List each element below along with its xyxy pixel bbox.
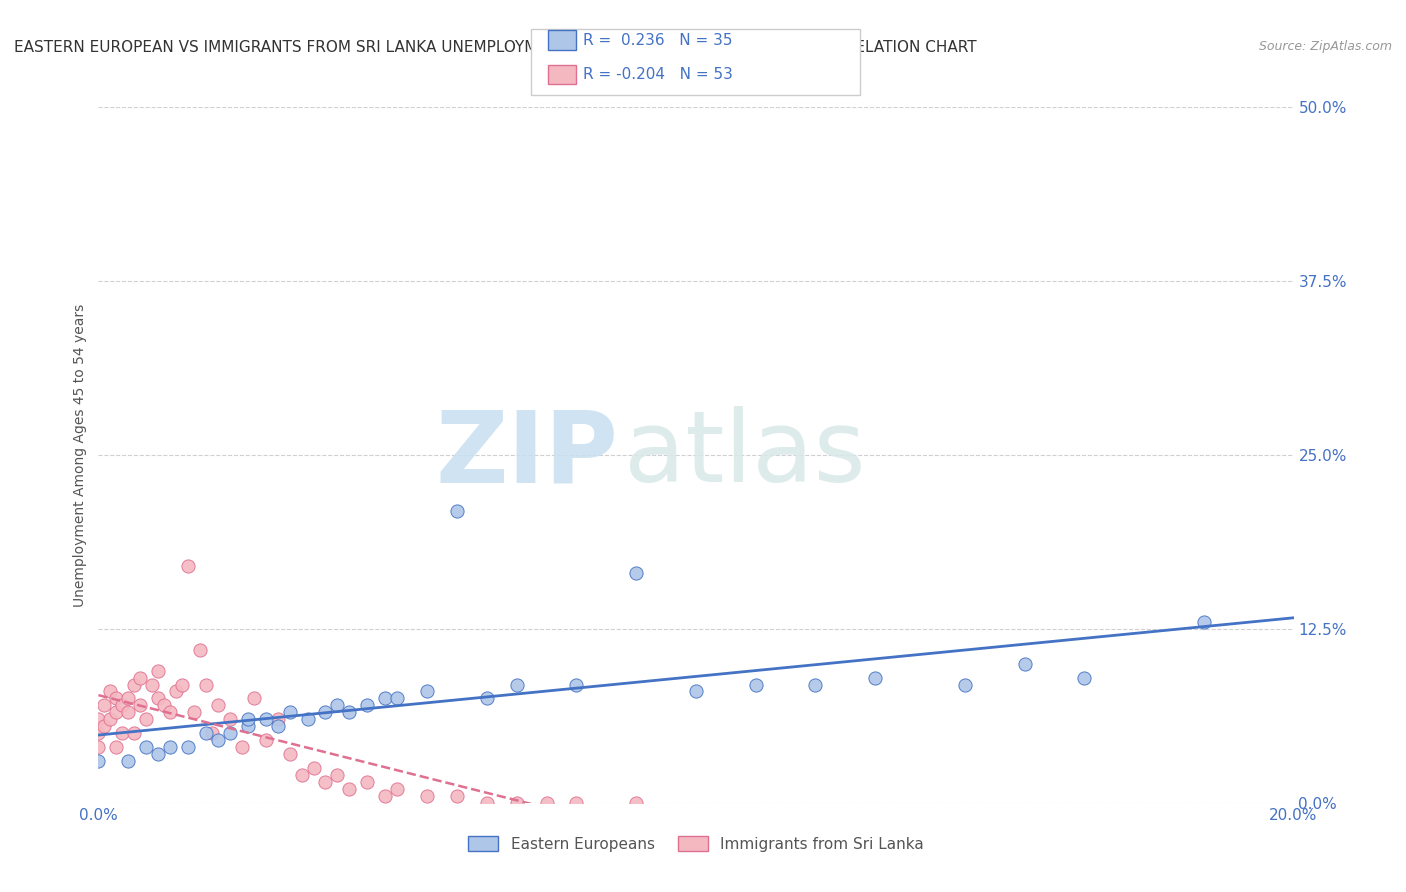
Point <box>148 664 170 678</box>
Point <box>536 796 558 810</box>
Point <box>117 706 139 720</box>
Point <box>1192 615 1215 629</box>
Legend: Eastern Europeans, Immigrants from Sri Lanka: Eastern Europeans, Immigrants from Sri L… <box>461 830 931 858</box>
Point <box>565 796 588 810</box>
Point <box>129 698 152 713</box>
Point <box>804 677 827 691</box>
Point <box>506 677 529 691</box>
Point <box>475 796 498 810</box>
Point <box>446 503 468 517</box>
Point <box>1014 657 1036 671</box>
Point <box>105 691 128 706</box>
Text: ZIP: ZIP <box>436 407 619 503</box>
Point <box>374 691 396 706</box>
Point <box>291 768 314 782</box>
Point <box>278 706 301 720</box>
Point <box>195 677 218 691</box>
Point <box>565 677 588 691</box>
Point <box>302 761 325 775</box>
Point <box>93 719 115 733</box>
Point <box>685 684 707 698</box>
Point <box>201 726 224 740</box>
Point <box>165 684 187 698</box>
Text: R =  0.236   N = 35: R = 0.236 N = 35 <box>583 33 733 47</box>
Point <box>416 789 439 803</box>
Point <box>326 698 349 713</box>
Point <box>356 698 378 713</box>
Point <box>626 796 648 810</box>
Text: atlas: atlas <box>624 407 866 503</box>
Point <box>159 740 181 755</box>
Point <box>315 706 337 720</box>
Point <box>93 698 115 713</box>
Point <box>236 719 259 733</box>
Point <box>506 796 529 810</box>
Text: EASTERN EUROPEAN VS IMMIGRANTS FROM SRI LANKA UNEMPLOYMENT AMONG AGES 45 TO 54 Y: EASTERN EUROPEAN VS IMMIGRANTS FROM SRI … <box>14 40 977 55</box>
Point <box>207 698 229 713</box>
Point <box>339 706 361 720</box>
Text: R = -0.204   N = 53: R = -0.204 N = 53 <box>583 67 734 82</box>
Point <box>111 726 134 740</box>
Point <box>135 712 157 726</box>
Point <box>177 740 200 755</box>
Point <box>124 677 146 691</box>
Point <box>745 677 768 691</box>
Point <box>385 781 409 796</box>
Point <box>374 789 396 803</box>
Point <box>385 691 409 706</box>
Point <box>153 698 176 713</box>
Point <box>148 747 170 761</box>
Point <box>254 733 277 747</box>
Point <box>148 691 170 706</box>
Point <box>98 684 122 698</box>
Point <box>141 677 163 691</box>
Point <box>195 726 218 740</box>
Point <box>219 726 242 740</box>
Point <box>278 747 301 761</box>
Point <box>87 726 110 740</box>
Point <box>446 789 468 803</box>
Point <box>475 691 498 706</box>
Point <box>267 712 290 726</box>
Point <box>219 712 242 726</box>
Point <box>356 775 378 789</box>
Point <box>231 740 253 755</box>
Point <box>236 712 259 726</box>
Point <box>188 642 211 657</box>
Point <box>183 706 205 720</box>
Point <box>326 768 349 782</box>
Point <box>626 566 648 581</box>
Text: Source: ZipAtlas.com: Source: ZipAtlas.com <box>1258 40 1392 54</box>
Point <box>172 677 194 691</box>
Point <box>416 684 439 698</box>
Point <box>98 712 122 726</box>
Point <box>177 559 200 574</box>
Point <box>254 712 277 726</box>
Point <box>1073 671 1095 685</box>
Point <box>87 754 110 768</box>
Point <box>243 691 266 706</box>
Point <box>953 677 976 691</box>
Point <box>124 726 146 740</box>
Point <box>129 671 152 685</box>
Point <box>267 719 290 733</box>
Point <box>87 740 110 755</box>
Point <box>111 698 134 713</box>
Point <box>297 712 319 726</box>
Point <box>117 754 139 768</box>
Point <box>117 691 139 706</box>
Point <box>105 706 128 720</box>
Point <box>865 671 887 685</box>
Point <box>207 733 229 747</box>
Point <box>105 740 128 755</box>
Point <box>339 781 361 796</box>
Point <box>87 712 110 726</box>
Point <box>135 740 157 755</box>
Point <box>159 706 181 720</box>
Point <box>315 775 337 789</box>
Y-axis label: Unemployment Among Ages 45 to 54 years: Unemployment Among Ages 45 to 54 years <box>73 303 87 607</box>
